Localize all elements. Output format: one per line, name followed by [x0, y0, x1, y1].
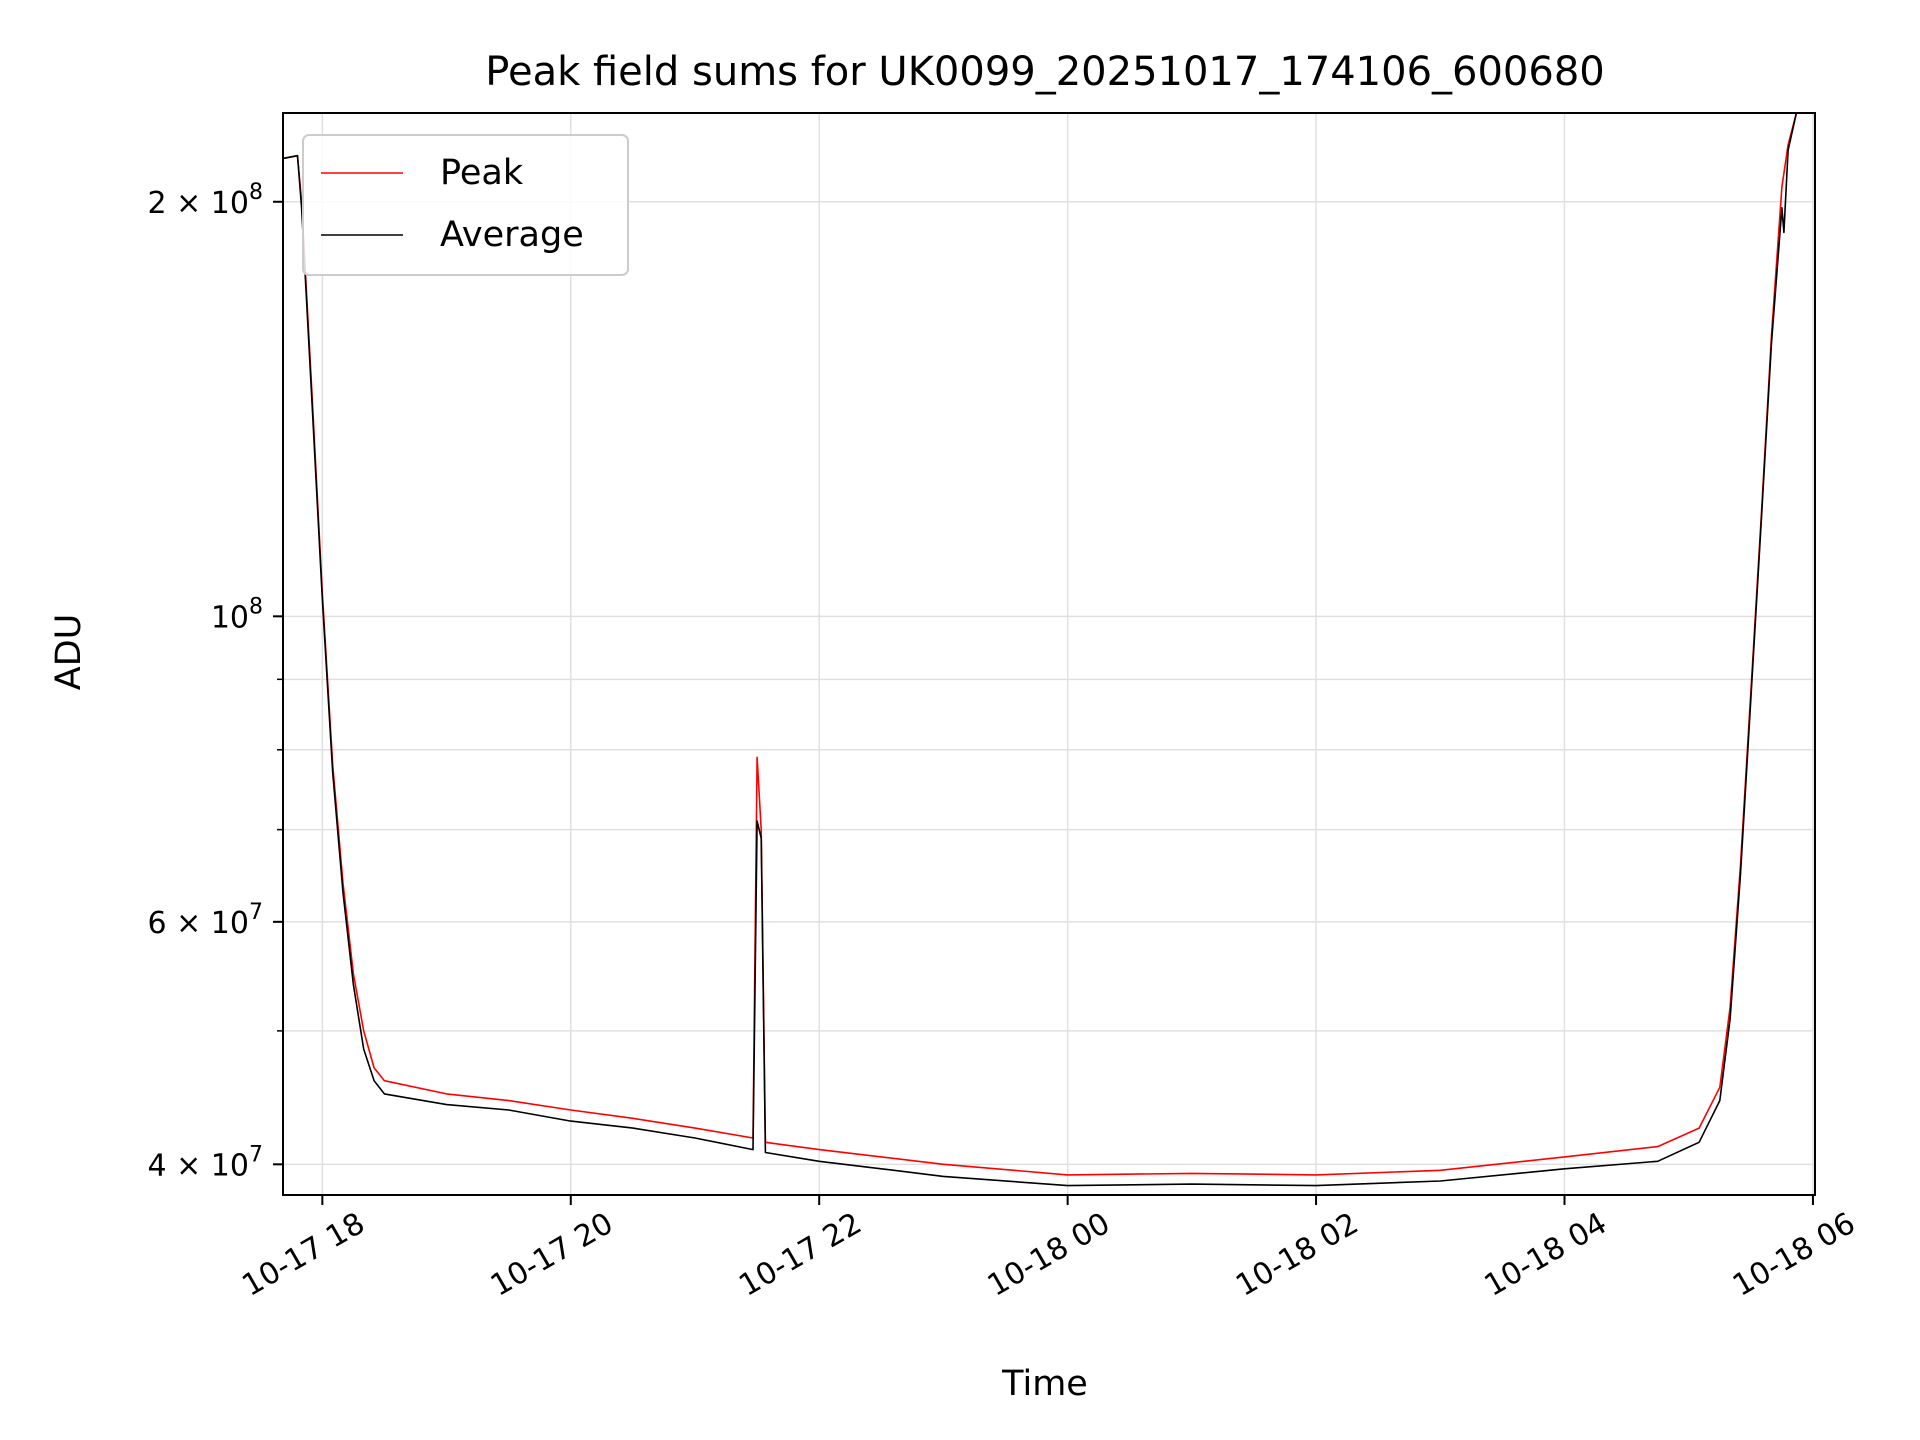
- y-axis-label: ADU: [49, 614, 89, 691]
- legend: Peak Average: [302, 134, 629, 276]
- legend-label-average: Average: [440, 215, 584, 255]
- chart-title: Peak field sums for UK0099_20251017_1741…: [485, 49, 1604, 95]
- x-axis-label: Time: [1001, 1364, 1088, 1404]
- legend-box: [302, 134, 629, 276]
- grid: [283, 113, 1815, 1195]
- y-tick-label: 4 × 107: [148, 1142, 263, 1183]
- y-tick-label: 108: [211, 594, 263, 635]
- plot-frame: [282, 112, 1816, 1196]
- series-line-average: [283, 113, 1811, 1187]
- legend-label-peak: Peak: [440, 153, 524, 193]
- y-tick-label: 2 × 108: [148, 180, 263, 221]
- y-axis: 2 × 108 108 6 × 107 4 × 107: [148, 180, 283, 1183]
- y-tick-label: 6 × 107: [148, 900, 263, 941]
- plot-lines: [283, 113, 1811, 1187]
